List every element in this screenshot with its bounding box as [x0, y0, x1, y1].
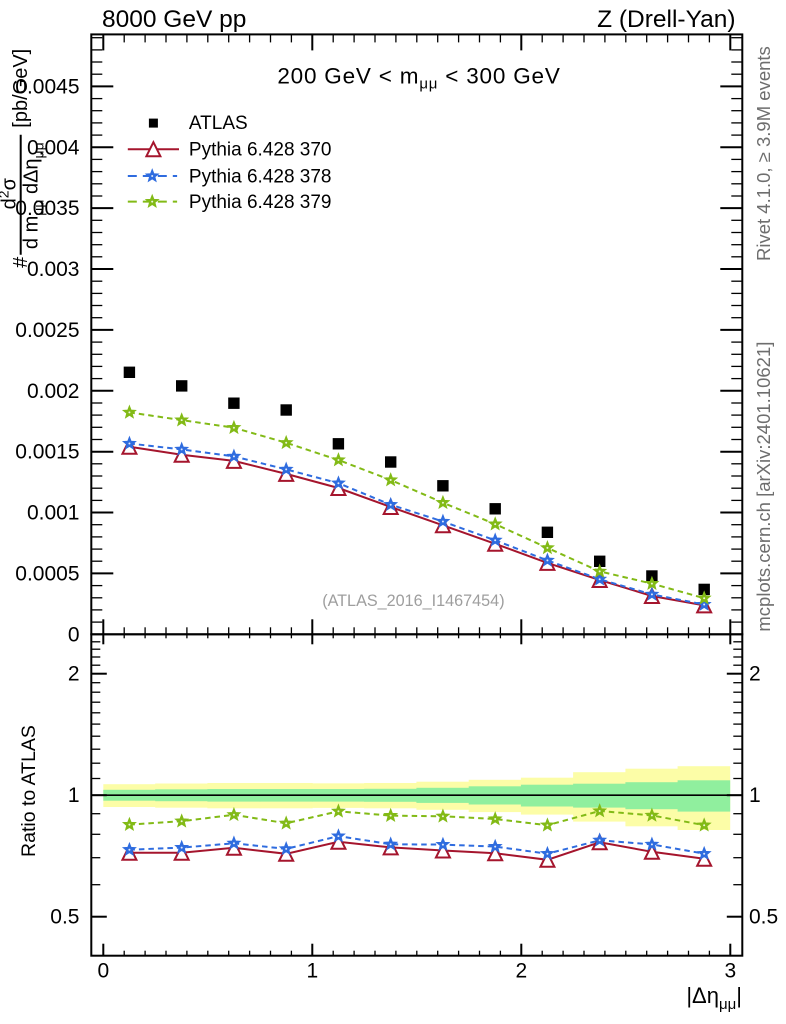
svg-text:2: 2 [749, 663, 761, 686]
svg-text:[pb/GeV]: [pb/GeV] [10, 49, 32, 128]
svg-text:Pythia 6.428 370: Pythia 6.428 370 [189, 140, 332, 161]
svg-text:Ratio to ATLAS: Ratio to ATLAS [18, 725, 40, 857]
svg-text:0.003: 0.003 [27, 258, 80, 281]
svg-text:ATLAS: ATLAS [189, 113, 248, 134]
svg-text:0: 0 [97, 960, 109, 983]
svg-text:Pythia 6.428 379: Pythia 6.428 379 [189, 192, 332, 213]
svg-text:2: 2 [515, 960, 527, 983]
svg-text:0.0035: 0.0035 [15, 197, 79, 220]
svg-text:3: 3 [724, 960, 736, 983]
svg-text:0.5: 0.5 [50, 906, 79, 929]
svg-text:200 GeV < mμμ < 300 GeV: 200 GeV < mμμ < 300 GeV [277, 63, 560, 92]
svg-text:0.0015: 0.0015 [15, 441, 79, 464]
svg-text:0.004: 0.004 [27, 136, 80, 159]
svg-text:Z (Drell-Yan): Z (Drell-Yan) [597, 6, 735, 33]
svg-text:Pythia 6.428 378: Pythia 6.428 378 [189, 166, 332, 187]
svg-text:0.0045: 0.0045 [15, 75, 79, 98]
svg-text:8000 GeV pp: 8000 GeV pp [102, 6, 246, 33]
svg-text:0.0025: 0.0025 [15, 319, 79, 342]
svg-text:d mμμ dΔημμ: d mμμ dΔημμ [21, 142, 47, 249]
svg-text:#: # [10, 256, 32, 268]
svg-text:0.001: 0.001 [27, 502, 80, 525]
svg-text:2: 2 [68, 663, 80, 686]
svg-text:mcplots.cern.ch [arXiv:2401.10: mcplots.cern.ch [arXiv:2401.10621] [753, 342, 774, 632]
svg-text:1: 1 [306, 960, 318, 983]
svg-text:Rivet 4.1.0, ≥ 3.9M events: Rivet 4.1.0, ≥ 3.9M events [753, 46, 774, 261]
svg-text:0.002: 0.002 [27, 380, 80, 403]
svg-text:(ATLAS_2016_I1467454): (ATLAS_2016_I1467454) [322, 592, 504, 610]
svg-text:d2σ: d2σ [0, 177, 21, 209]
svg-text:0.0005: 0.0005 [15, 562, 79, 585]
svg-text:1: 1 [68, 784, 80, 807]
svg-text:0: 0 [68, 623, 80, 646]
svg-text:0.5: 0.5 [749, 906, 778, 929]
svg-text:1: 1 [749, 784, 761, 807]
